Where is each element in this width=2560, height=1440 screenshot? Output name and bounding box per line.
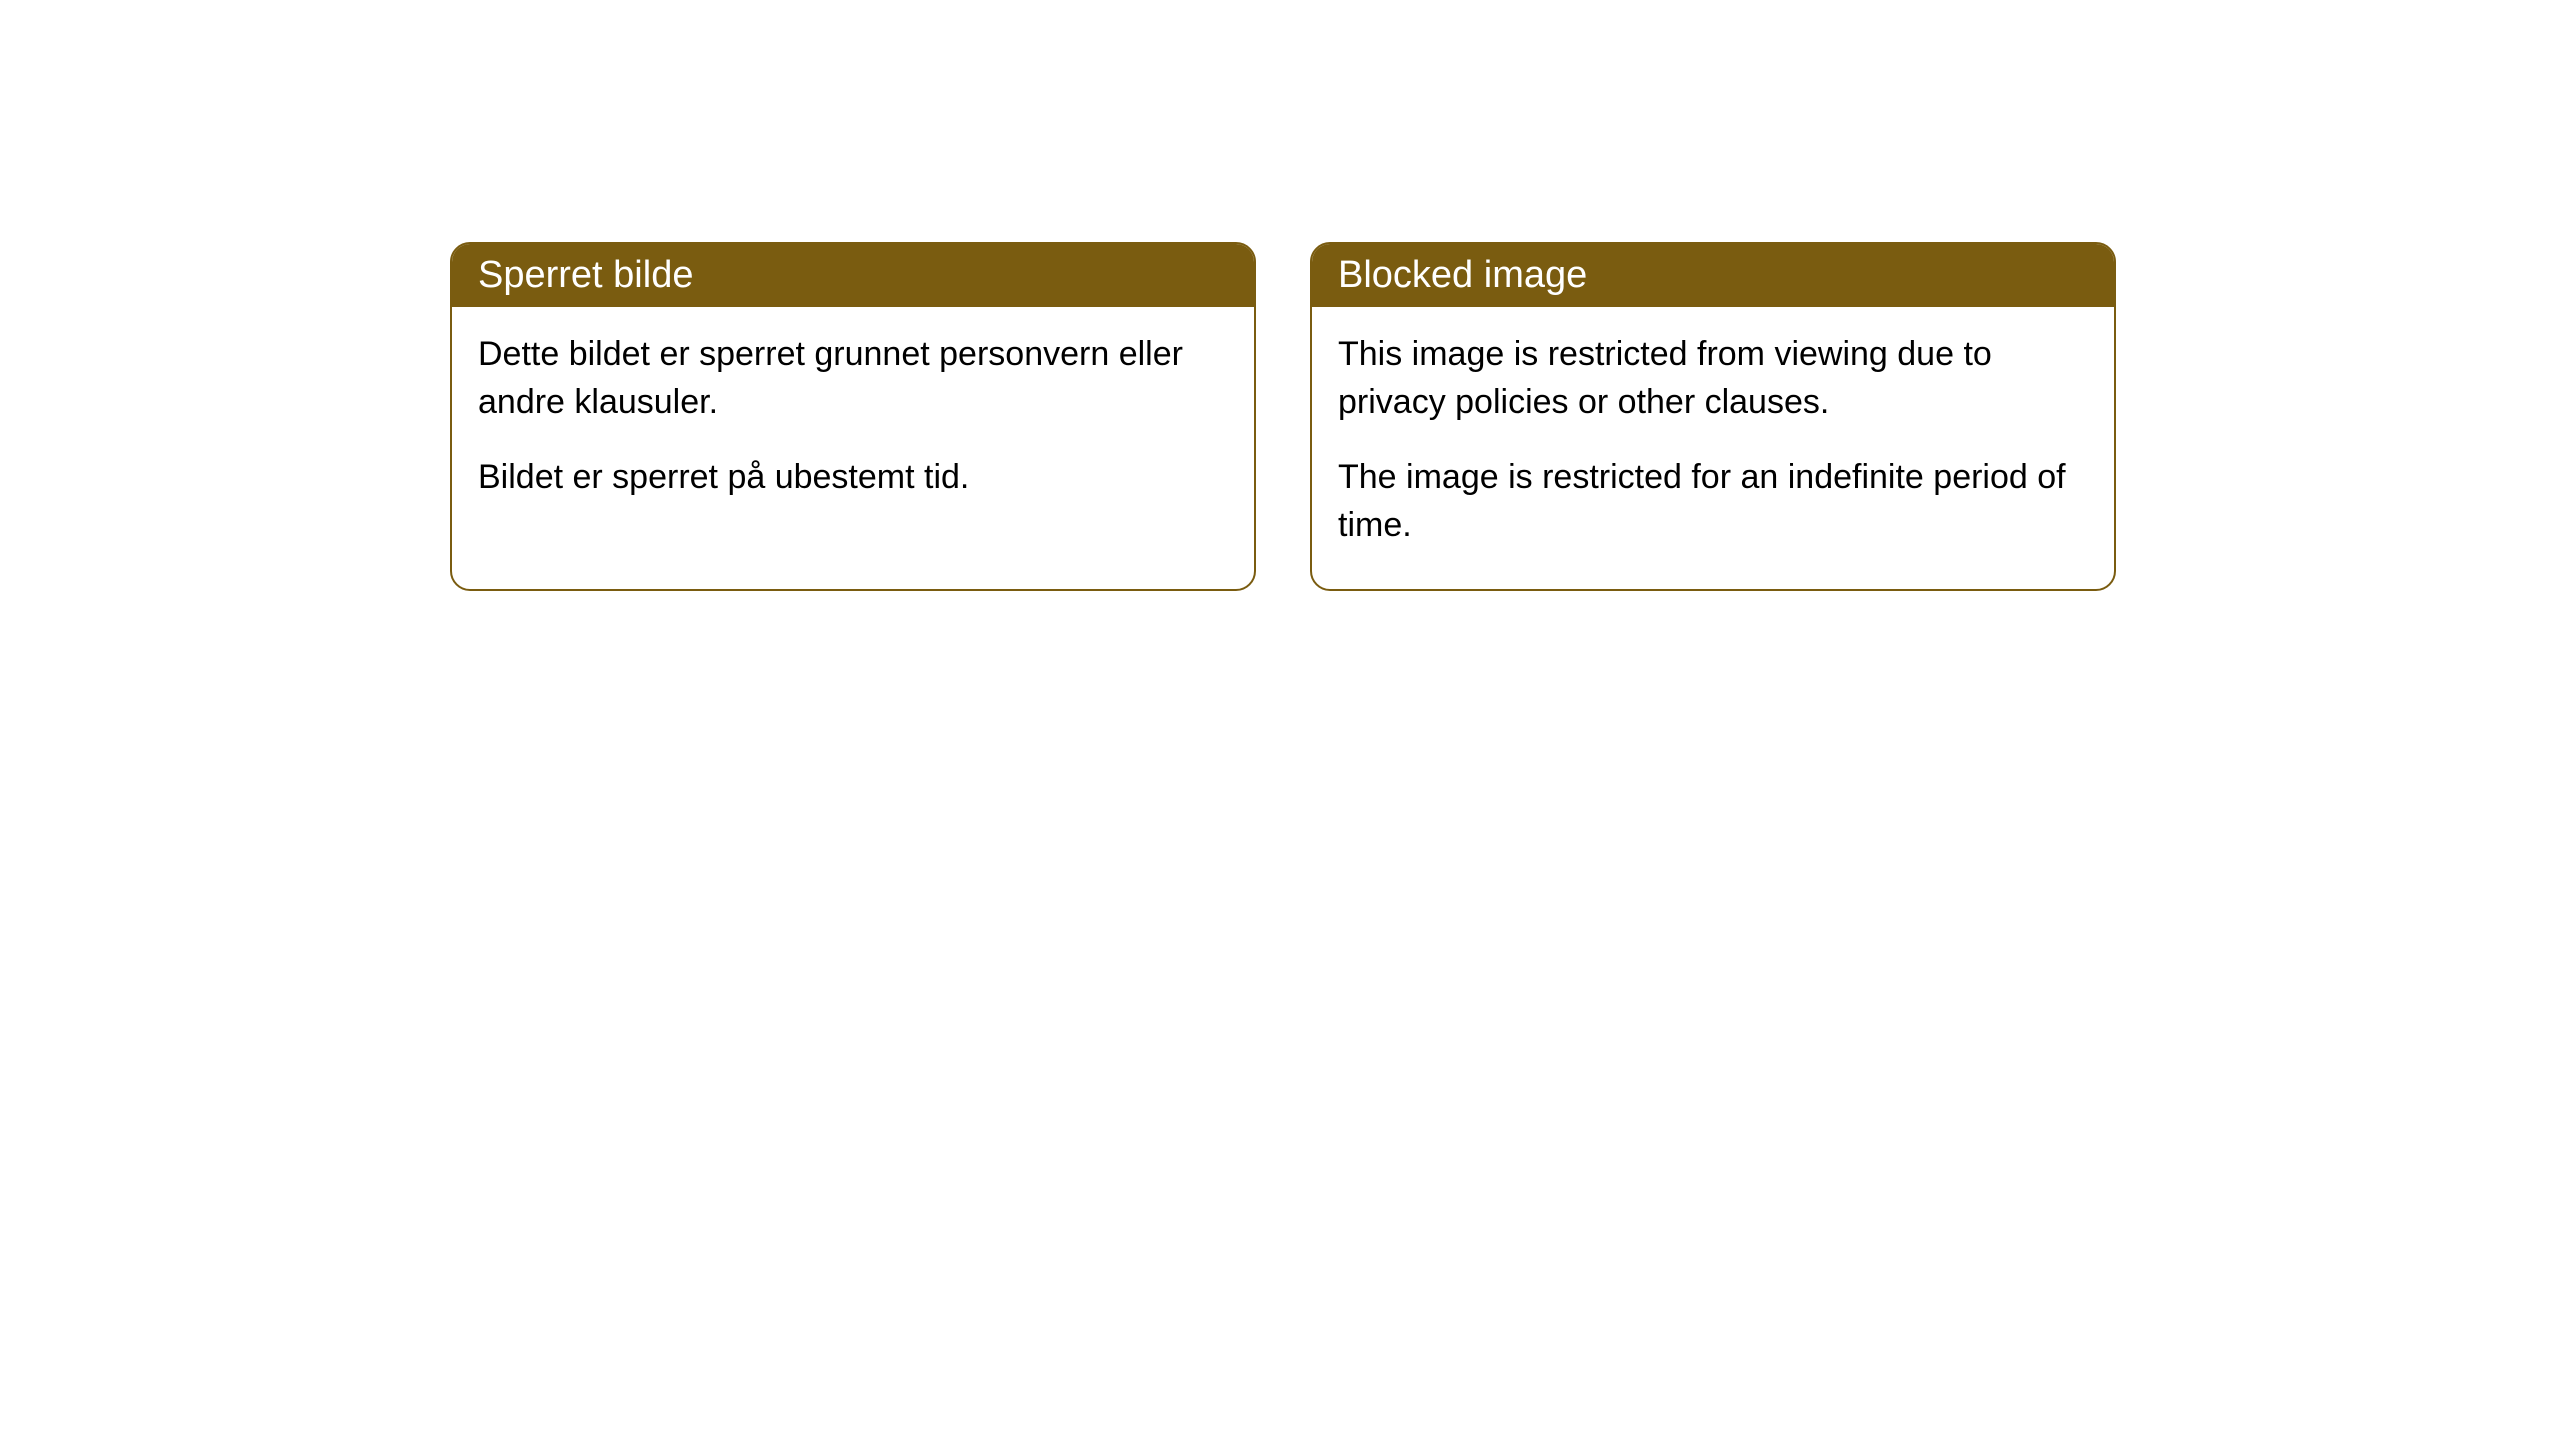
card-header: Sperret bilde [452, 244, 1254, 307]
blocked-image-card-english: Blocked image This image is restricted f… [1310, 242, 2116, 591]
blocked-image-card-norwegian: Sperret bilde Dette bildet er sperret gr… [450, 242, 1256, 591]
notice-cards-container: Sperret bilde Dette bildet er sperret gr… [450, 242, 2116, 591]
card-header: Blocked image [1312, 244, 2114, 307]
card-paragraph: This image is restricted from viewing du… [1338, 331, 2088, 426]
card-body: Dette bildet er sperret grunnet personve… [452, 307, 1254, 542]
card-body: This image is restricted from viewing du… [1312, 307, 2114, 589]
card-paragraph: The image is restricted for an indefinit… [1338, 454, 2088, 549]
card-paragraph: Bildet er sperret på ubestemt tid. [478, 454, 1228, 502]
card-title: Blocked image [1338, 254, 1587, 296]
card-paragraph: Dette bildet er sperret grunnet personve… [478, 331, 1228, 426]
card-title: Sperret bilde [478, 254, 693, 296]
